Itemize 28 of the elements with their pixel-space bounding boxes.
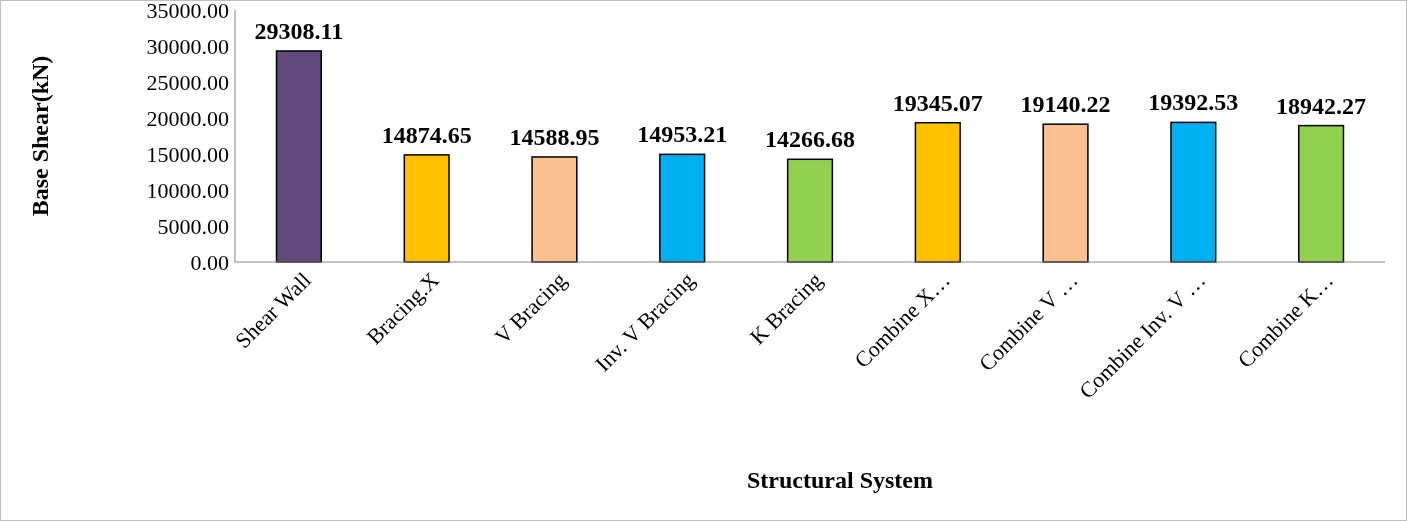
bar: [786, 158, 834, 263]
y-tick-label: 30000.00: [146, 33, 229, 59]
y-tick-label: 0.00: [190, 249, 229, 275]
y-axis-title: Base Shear(kN): [27, 55, 53, 217]
bar: [1298, 124, 1345, 263]
bar: [275, 50, 322, 263]
y-tick-label: 20000.00: [146, 105, 229, 131]
bar: [1042, 123, 1089, 263]
data-label: 14266.68: [765, 126, 855, 153]
bar: [403, 154, 450, 263]
bar: [1170, 121, 1217, 263]
data-label: 14588.95: [509, 123, 600, 150]
bar: [531, 156, 578, 263]
y-tick-label: 25000.00: [146, 69, 229, 95]
y-tick-label: 5000.00: [157, 213, 229, 239]
bar: [659, 153, 706, 263]
y-tick-label: 10000.00: [146, 177, 229, 203]
bar: [914, 121, 961, 263]
data-label: 29308.11: [254, 17, 344, 44]
data-label: 19345.07: [892, 89, 983, 116]
data-label: 18942.27: [1276, 92, 1367, 119]
y-tick-label: 15000.00: [146, 141, 229, 167]
y-tick-label: 35000.00: [146, 0, 229, 23]
data-label: 14874.65: [381, 121, 472, 148]
data-label: 19140.22: [1020, 91, 1111, 118]
x-axis-title: Structural System: [747, 467, 933, 493]
data-label: 14953.21: [637, 121, 728, 148]
data-label: 19392.53: [1148, 89, 1239, 116]
